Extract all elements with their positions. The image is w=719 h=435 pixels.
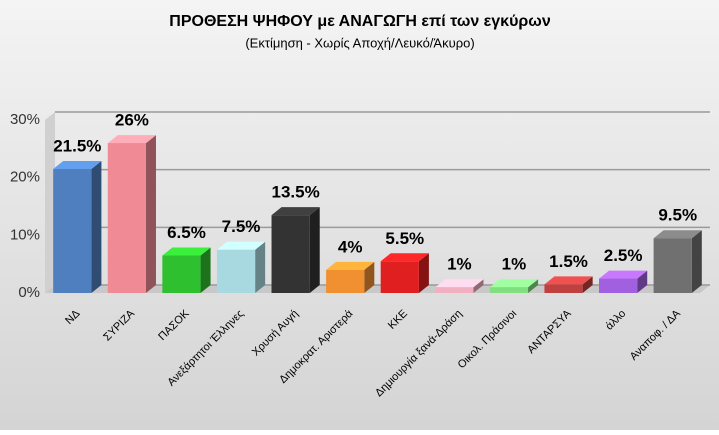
bar-side xyxy=(145,135,156,293)
bar xyxy=(544,284,583,293)
chart-title: ΠΡΟΘΕΣΗ ΨΗΦΟΥ με ΑΝΑΓΩΓΗ επί των εγκύρων xyxy=(169,13,551,30)
value-label: 7.5% xyxy=(222,217,261,236)
bar-top xyxy=(544,276,593,285)
bar-side xyxy=(691,230,702,293)
bar xyxy=(489,287,529,293)
value-label: 21.5% xyxy=(53,137,101,156)
bar xyxy=(107,143,146,293)
bar-top xyxy=(489,279,539,288)
bar-side xyxy=(364,261,375,293)
value-label: 13.5% xyxy=(272,183,320,202)
bar-side xyxy=(418,253,429,293)
bar-top xyxy=(162,247,211,256)
bar xyxy=(216,249,256,293)
bar xyxy=(435,287,474,293)
bar xyxy=(599,278,638,293)
bar-side xyxy=(91,161,102,293)
y-tick-label: 10% xyxy=(10,226,40,243)
bar xyxy=(326,269,365,293)
value-label: 1% xyxy=(447,255,472,274)
bar-top xyxy=(435,279,484,288)
bar-top xyxy=(271,207,320,216)
bar-top xyxy=(216,241,266,250)
bar xyxy=(271,215,310,293)
bar xyxy=(53,169,92,293)
bar-top xyxy=(380,253,429,262)
bar-side xyxy=(473,279,484,293)
bar-side xyxy=(309,207,320,293)
value-label: 6.5% xyxy=(167,223,206,242)
value-label: 26% xyxy=(115,111,149,130)
bar xyxy=(162,255,201,293)
bar-side xyxy=(582,276,593,293)
value-label: 9.5% xyxy=(658,206,697,225)
y-tick-label: 30% xyxy=(10,111,40,128)
value-label: 2.5% xyxy=(604,246,643,265)
bar-top xyxy=(107,135,156,144)
bar xyxy=(380,261,419,293)
bar-side xyxy=(200,247,211,293)
value-label: 4% xyxy=(338,237,363,256)
y-tick-label: 0% xyxy=(18,284,40,301)
bar-top xyxy=(53,161,102,170)
y-tick-label: 20% xyxy=(10,169,40,186)
side-wall xyxy=(45,112,55,293)
chart-subtitle: (Εκτίμηση - Χωρίς Αποχή/Λευκό/Άκυρο) xyxy=(245,35,474,50)
bar-side xyxy=(255,241,266,293)
bar-side xyxy=(637,270,648,293)
bar-top xyxy=(599,270,648,279)
bar-top xyxy=(326,261,375,270)
value-label: 5.5% xyxy=(385,229,424,248)
bar-top xyxy=(653,230,702,239)
bar-side xyxy=(528,279,539,293)
value-label: 1.5% xyxy=(549,252,588,271)
bar xyxy=(653,238,692,293)
value-label: 1% xyxy=(502,255,527,274)
floor xyxy=(45,285,710,293)
